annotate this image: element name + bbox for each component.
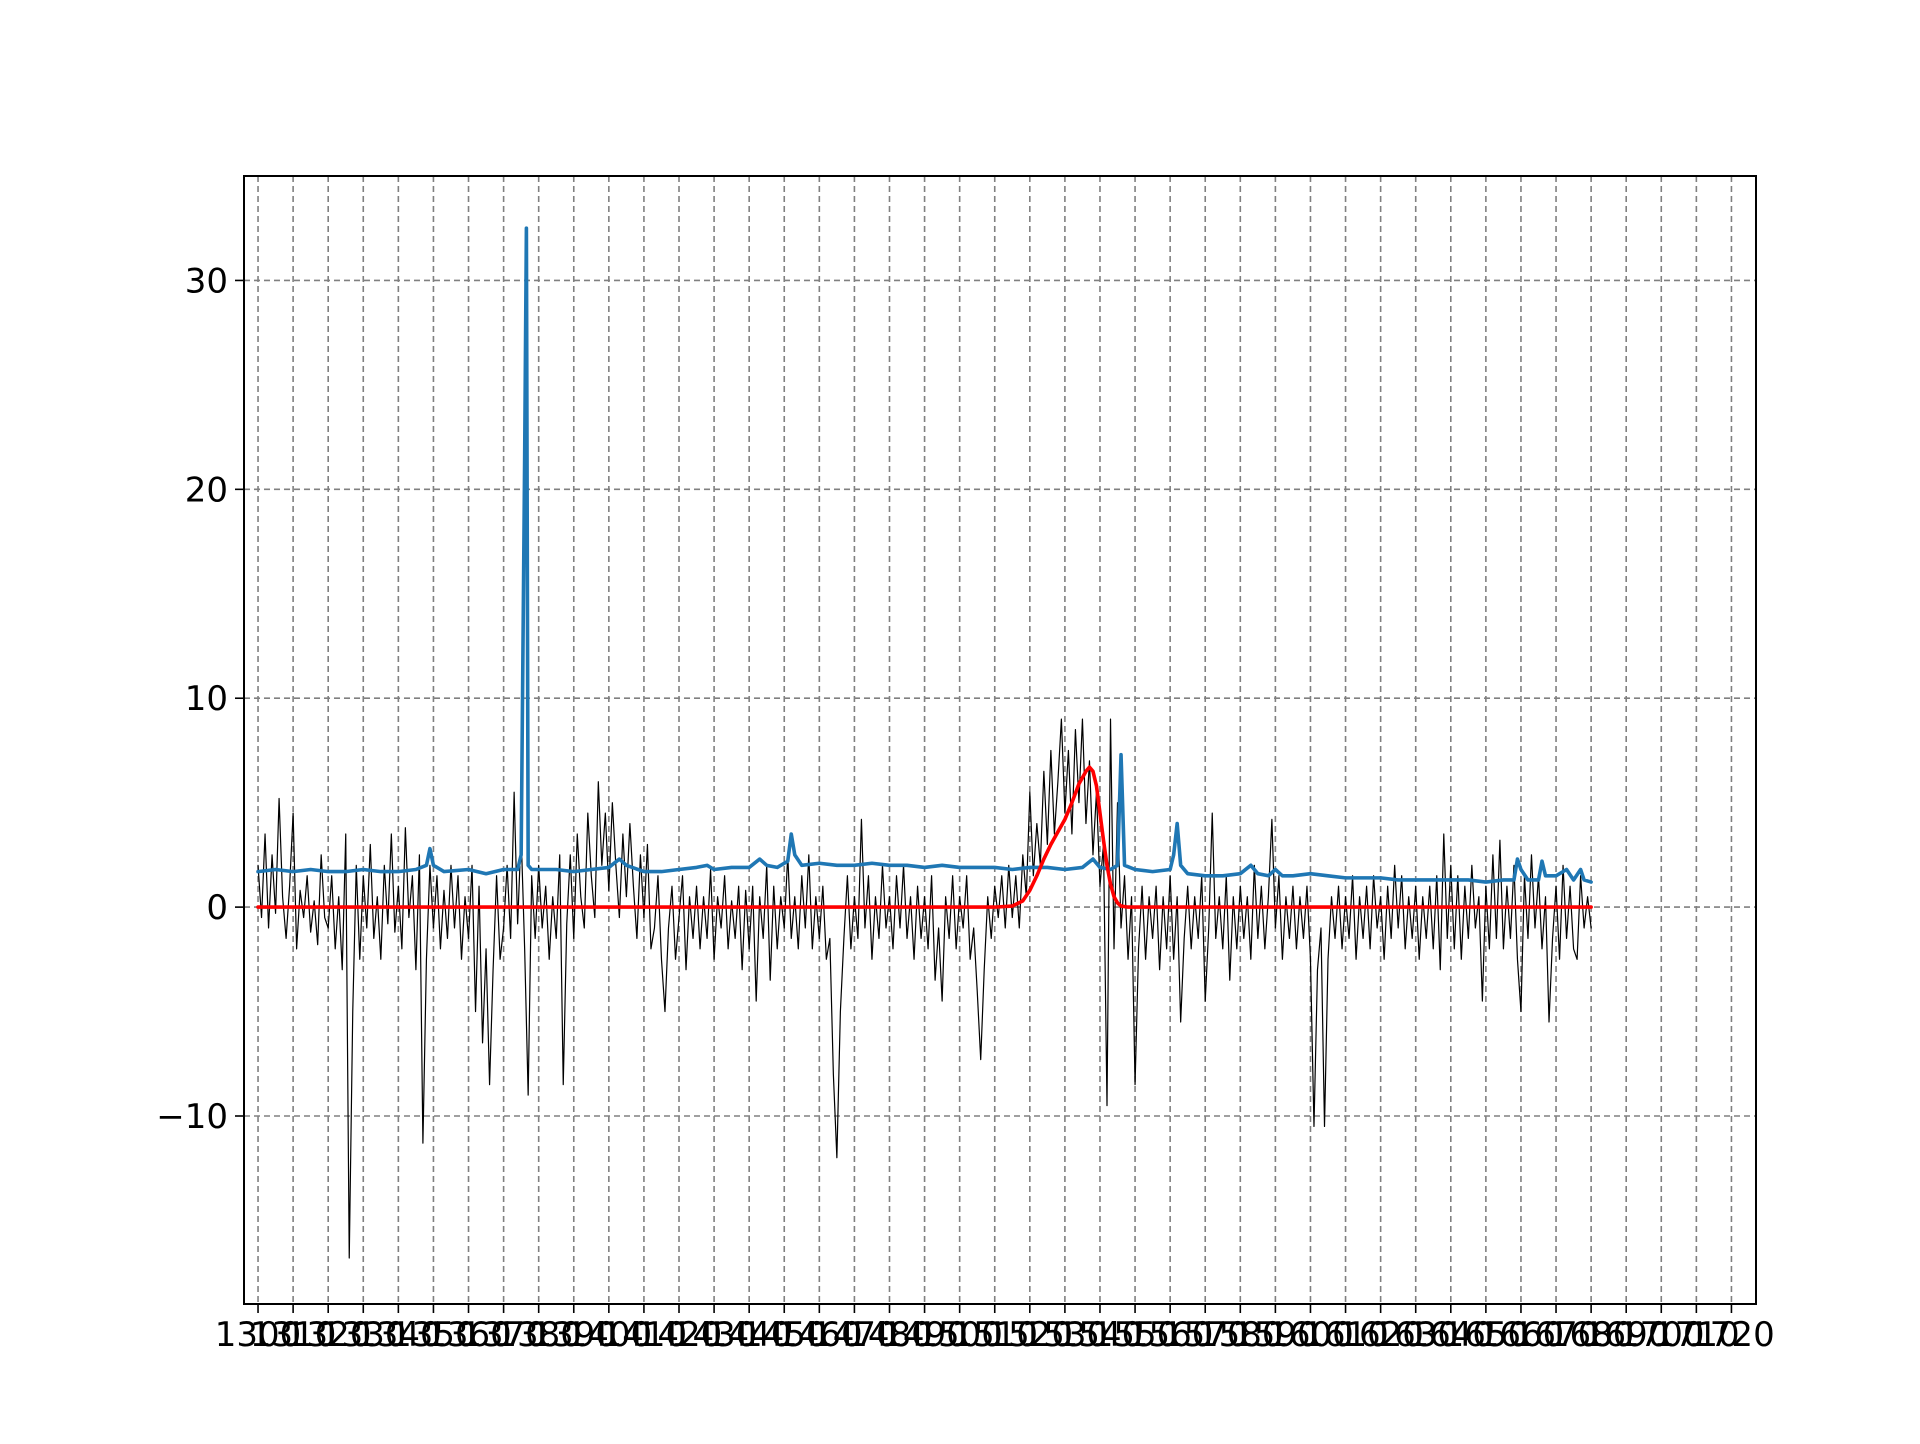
x-tick-label: 1650 xyxy=(1443,1315,1530,1355)
x-tick-label: 1500 xyxy=(916,1315,1003,1355)
series-line-blue xyxy=(256,226,1593,884)
x-tick-label: 1540 xyxy=(1057,1315,1144,1355)
grid xyxy=(244,176,1756,1304)
x-tick-label: 1460 xyxy=(776,1315,863,1355)
x-tick-label: 1400 xyxy=(566,1315,653,1355)
x-tick-label: 1710 xyxy=(1653,1315,1740,1355)
x-tick-label: 1380 xyxy=(495,1315,582,1355)
x-tick-label: 1720 xyxy=(1688,1315,1775,1355)
x-tick-label: 1690 xyxy=(1583,1315,1670,1355)
x-tick-label: 1670 xyxy=(1513,1315,1600,1355)
x-tick-label: 1520 xyxy=(987,1315,1074,1355)
x-tick-label: 1630 xyxy=(1372,1315,1459,1355)
x-tick-label: 1510 xyxy=(951,1315,1038,1355)
x-tick-label: 1620 xyxy=(1337,1315,1424,1355)
y-tick-label: 10 xyxy=(185,679,228,719)
x-tick-label: 1330 xyxy=(320,1315,407,1355)
axes xyxy=(235,175,1757,1313)
x-tick-label: 1350 xyxy=(390,1315,477,1355)
series-group xyxy=(256,226,1593,1259)
series-line-red xyxy=(256,765,1593,909)
tick-labels: 1300131013201330134013501360137013801390… xyxy=(156,261,1774,1355)
x-tick-label: 1550 xyxy=(1092,1315,1179,1355)
x-tick-label: 1340 xyxy=(355,1315,442,1355)
x-tick-label: 1470 xyxy=(811,1315,898,1355)
y-tick-label: −10 xyxy=(156,1097,228,1137)
x-tick-label: 1600 xyxy=(1267,1315,1354,1355)
x-tick-label: 1360 xyxy=(425,1315,512,1355)
x-tick-label: 1640 xyxy=(1408,1315,1495,1355)
x-tick-label: 1590 xyxy=(1232,1315,1319,1355)
x-tick-label: 1420 xyxy=(636,1315,723,1355)
y-tick-label: 0 xyxy=(206,888,228,928)
x-tick-label: 1570 xyxy=(1162,1315,1249,1355)
x-tick-label: 1320 xyxy=(285,1315,372,1355)
y-tick-label: 20 xyxy=(185,470,228,510)
x-tick-label: 1700 xyxy=(1618,1315,1705,1355)
x-tick-label: 1490 xyxy=(881,1315,968,1355)
x-tick-label: 1530 xyxy=(1022,1315,1109,1355)
x-tick-label: 1610 xyxy=(1302,1315,1389,1355)
x-tick-label: 1480 xyxy=(846,1315,933,1355)
x-tick-label: 1680 xyxy=(1548,1315,1635,1355)
y-tick-label: 30 xyxy=(185,261,228,301)
series-line-black xyxy=(257,718,1592,1259)
x-tick-label: 1310 xyxy=(250,1315,337,1355)
x-tick-label: 1370 xyxy=(460,1315,547,1355)
x-tick-label: 1430 xyxy=(671,1315,758,1355)
x-tick-label: 1410 xyxy=(601,1315,688,1355)
x-tick-label: 1450 xyxy=(741,1315,828,1355)
x-tick-label: 1660 xyxy=(1478,1315,1565,1355)
x-tick-label: 1300 xyxy=(215,1315,302,1355)
x-tick-label: 1560 xyxy=(1127,1315,1214,1355)
plot-frame xyxy=(243,175,1757,1305)
x-tick-label: 1580 xyxy=(1197,1315,1284,1355)
x-tick-label: 1440 xyxy=(706,1315,793,1355)
x-tick-label: 1390 xyxy=(530,1315,617,1355)
